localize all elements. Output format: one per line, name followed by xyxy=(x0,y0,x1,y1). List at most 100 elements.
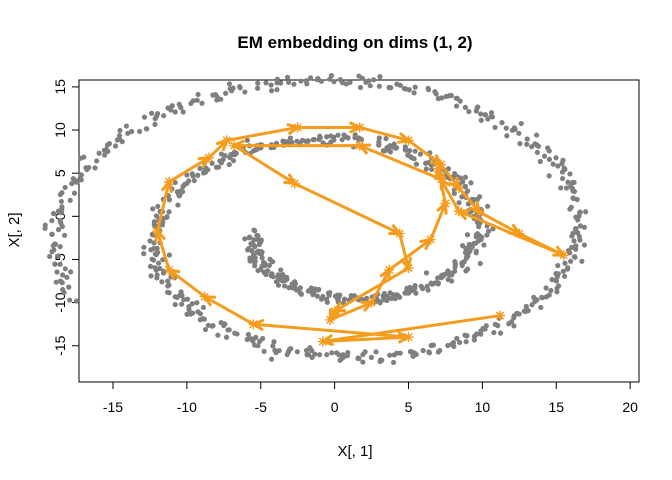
plot-frame xyxy=(78,79,640,383)
data-point xyxy=(477,260,483,267)
data-point xyxy=(521,308,527,314)
data-point xyxy=(141,114,148,120)
data-point xyxy=(579,258,585,264)
data-point xyxy=(561,273,568,279)
data-point xyxy=(474,231,481,237)
data-point xyxy=(396,294,402,300)
data-point xyxy=(101,152,108,158)
x-axis: -15 -10 -5 0 5 10 15 20 xyxy=(103,382,638,415)
data-point xyxy=(57,191,64,198)
data-point xyxy=(451,190,457,197)
data-point xyxy=(571,188,578,195)
data-point xyxy=(459,260,465,266)
data-point xyxy=(339,137,345,143)
data-point xyxy=(294,349,300,355)
data-point xyxy=(331,79,337,85)
data-point xyxy=(420,347,426,354)
data-point xyxy=(42,225,48,231)
data-point xyxy=(202,326,209,333)
data-point xyxy=(475,238,482,244)
data-point xyxy=(245,247,251,253)
data-point xyxy=(452,268,458,274)
data-point xyxy=(180,109,186,115)
data-point xyxy=(348,293,354,299)
data-point xyxy=(106,141,113,147)
data-point xyxy=(112,143,119,149)
data-point xyxy=(517,141,523,147)
data-point xyxy=(257,338,263,344)
data-point xyxy=(525,308,531,314)
data-point xyxy=(466,241,472,247)
data-point xyxy=(159,279,165,285)
data-point xyxy=(258,266,264,272)
data-point xyxy=(545,145,551,151)
data-point xyxy=(194,97,200,103)
data-point xyxy=(274,87,280,93)
data-point xyxy=(441,271,447,278)
data-point xyxy=(144,126,150,132)
spiral-points xyxy=(42,73,589,366)
data-point xyxy=(117,127,123,134)
data-point xyxy=(94,158,100,164)
data-point xyxy=(210,92,216,98)
data-point xyxy=(290,285,296,291)
data-point xyxy=(555,262,561,269)
data-point xyxy=(546,156,553,162)
data-point xyxy=(78,177,84,183)
y-tick-label: 10 xyxy=(52,122,68,138)
data-point xyxy=(209,160,215,166)
data-point xyxy=(229,152,235,158)
data-point xyxy=(261,348,267,355)
star-marker xyxy=(453,206,464,217)
data-point xyxy=(518,120,524,127)
data-point xyxy=(563,185,570,191)
data-point xyxy=(432,89,438,95)
data-point xyxy=(462,183,469,189)
y-tick-label: -15 xyxy=(52,335,68,355)
data-point xyxy=(411,156,417,162)
data-point xyxy=(181,296,187,303)
data-point xyxy=(356,135,362,142)
star-marker xyxy=(436,174,447,185)
data-point xyxy=(577,223,584,229)
data-point xyxy=(259,255,265,261)
data-point xyxy=(252,263,258,269)
data-point xyxy=(101,147,107,153)
data-point xyxy=(255,233,261,239)
data-point xyxy=(474,331,480,337)
data-point xyxy=(168,107,174,113)
data-point xyxy=(337,77,343,83)
data-point xyxy=(268,82,274,88)
data-point xyxy=(426,349,432,355)
path-segment xyxy=(387,238,433,272)
data-point xyxy=(463,268,469,274)
data-point xyxy=(473,250,479,256)
data-point xyxy=(373,349,379,355)
data-point xyxy=(278,267,284,273)
x-tick-label: 5 xyxy=(405,399,413,415)
data-point xyxy=(154,272,160,278)
data-point xyxy=(561,165,567,171)
star-marker xyxy=(204,152,215,163)
data-point xyxy=(67,197,73,203)
data-point xyxy=(462,174,468,180)
data-point xyxy=(327,289,333,296)
data-point xyxy=(307,345,313,351)
y-tick-label: 0 xyxy=(52,212,68,220)
data-point xyxy=(452,171,458,177)
data-point xyxy=(184,172,190,178)
data-point xyxy=(200,304,207,311)
data-point xyxy=(511,323,517,329)
data-point xyxy=(459,194,465,200)
data-point xyxy=(514,311,520,317)
data-point xyxy=(387,352,393,358)
data-point xyxy=(387,149,394,155)
star-marker xyxy=(248,319,259,330)
data-point xyxy=(376,135,382,141)
x-tick-label: 20 xyxy=(622,399,638,415)
data-point xyxy=(573,243,579,249)
data-point xyxy=(394,81,400,87)
data-point xyxy=(468,180,474,186)
path-segment xyxy=(232,144,297,186)
